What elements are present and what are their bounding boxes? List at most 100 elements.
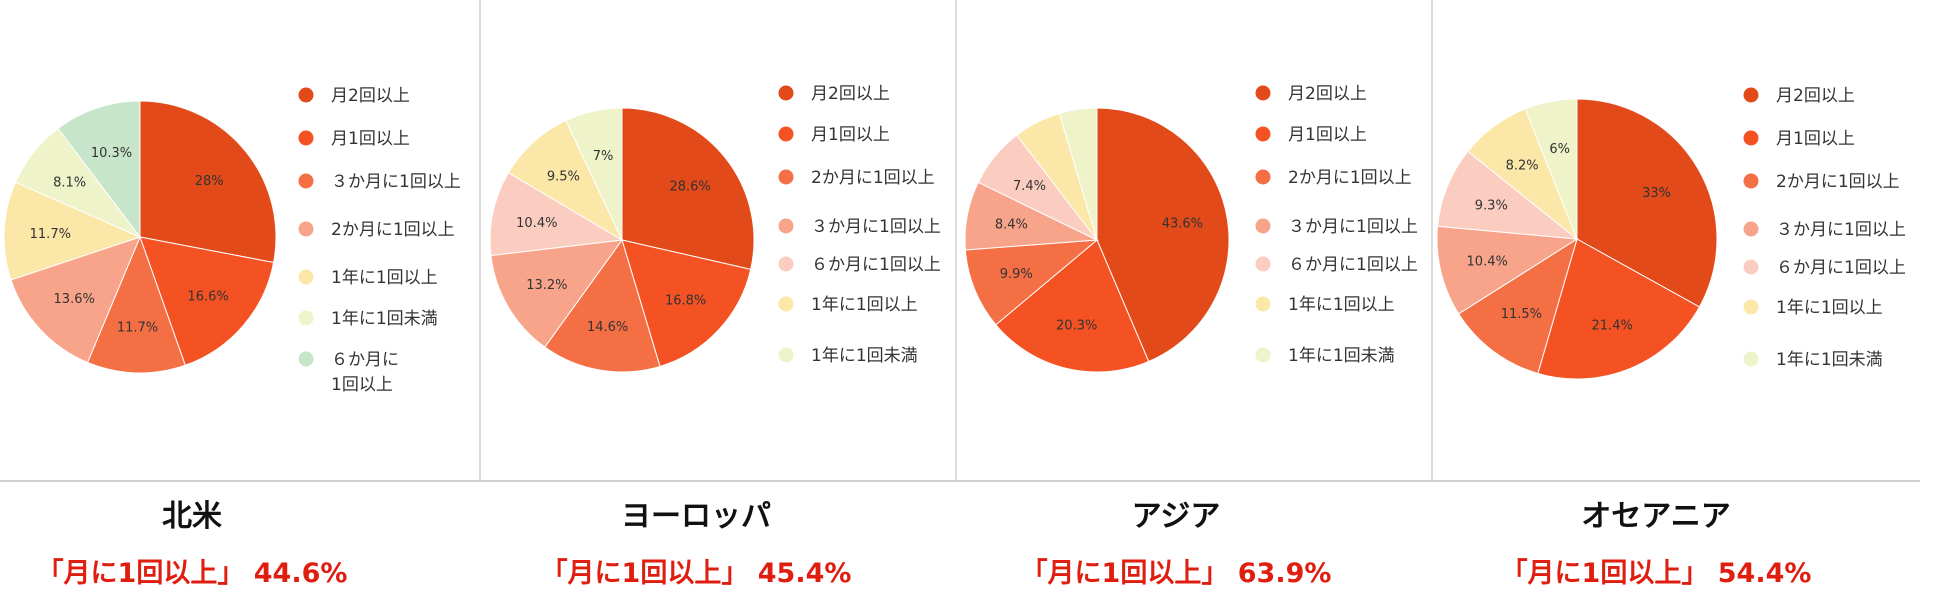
- caption-north-america: 北米 「月に1回以上」 44.6%: [0, 495, 432, 591]
- legend-marker: [298, 173, 314, 189]
- legend-marker: [1743, 299, 1759, 315]
- legend-marker: [778, 169, 794, 185]
- legend-label: 1年に1回未満: [331, 309, 438, 329]
- region-summary: 「月に1回以上」 44.6%: [36, 558, 348, 589]
- legend-marker: [778, 296, 794, 312]
- pie-slice: [995, 239, 1150, 373]
- slice-data-label: 10.3%: [91, 146, 132, 161]
- slice-data-label: 14.6%: [587, 320, 628, 335]
- legend-marker: [298, 130, 314, 146]
- pie-slice: [565, 107, 623, 241]
- pie-oceania: 33% 21.4% 11.5% 10.4% 9.3% 8.2% 6%: [1436, 98, 1718, 380]
- legend-marker: [298, 269, 314, 285]
- pie-slice: [1457, 237, 1578, 375]
- legend-label: ６か月に1回以上: [1776, 258, 1906, 278]
- slice-data-label: 20.3%: [1056, 319, 1097, 334]
- legend-label: 月2回以上: [331, 86, 410, 106]
- legend-label: 月2回以上: [811, 84, 890, 104]
- pie-slice: [1524, 98, 1578, 240]
- legend-marker: [1255, 218, 1271, 234]
- legend-label: 2か月に1回以上: [811, 168, 935, 188]
- region-title: 北米: [162, 499, 222, 534]
- region-title: オセアニア: [1581, 499, 1731, 534]
- pie-slice: [1537, 238, 1701, 380]
- legend-marker: [778, 126, 794, 142]
- region-summary: 「月に1回以上」 45.4%: [540, 558, 852, 589]
- slice-data-label: 7.4%: [1013, 179, 1046, 194]
- region-summary: 「月に1回以上」 54.4%: [1500, 558, 1812, 589]
- slice-data-label: 6%: [1549, 142, 1570, 157]
- pie-slice: [1058, 107, 1098, 241]
- legend-marker: [1255, 85, 1271, 101]
- slice-data-label: 28%: [195, 174, 224, 189]
- pie-slice: [489, 172, 624, 257]
- region-summary: 「月に1回以上」 63.9%: [1020, 558, 1332, 589]
- legend-label: ６か月に1回以上: [811, 255, 941, 275]
- legend-label: 1年に1回未満: [811, 346, 918, 366]
- slice-data-label: 11.7%: [117, 321, 158, 336]
- pie-slice: [1437, 150, 1579, 240]
- pie-slice: [1096, 107, 1230, 363]
- legend-label: ３か月に1回以上: [331, 172, 461, 192]
- slice-data-label: 21.4%: [1592, 318, 1633, 333]
- slice-data-label: 9.5%: [547, 170, 580, 185]
- slice-data-label: 13.2%: [526, 278, 567, 293]
- pie-slice: [544, 238, 661, 373]
- slice-data-label: 43.6%: [1162, 217, 1203, 232]
- legend-marker: [298, 221, 314, 237]
- legend-marker: [1255, 347, 1271, 363]
- legend-label: 月2回以上: [1288, 84, 1367, 104]
- pie-slice: [1576, 98, 1718, 308]
- pie-slice: [490, 239, 624, 348]
- legend-label: 2か月に1回以上: [1776, 172, 1900, 192]
- slice-data-label: 33%: [1642, 186, 1671, 201]
- legend-label: 2か月に1回以上: [331, 220, 455, 240]
- legend-label: 1年に1回未満: [1288, 346, 1395, 366]
- pie-slice: [621, 107, 755, 270]
- pie-slice: [3, 181, 142, 281]
- legend-label: ３か月に1回以上: [1776, 220, 1906, 240]
- slice-data-label: 9.3%: [1475, 198, 1508, 213]
- legend-marker: [1255, 296, 1271, 312]
- pie-slice: [57, 100, 141, 239]
- legend-label: 月1回以上: [331, 129, 410, 149]
- legend-label: 月1回以上: [1288, 125, 1367, 145]
- slice-data-label: 16.6%: [187, 290, 228, 305]
- legend-marker: [1743, 130, 1759, 146]
- legend-marker: [298, 351, 314, 367]
- legend-marker: [1743, 173, 1759, 189]
- legend-marker: [1255, 169, 1271, 185]
- legend-label: 1年に1回以上: [1776, 298, 1883, 318]
- legend-label: 月1回以上: [811, 125, 890, 145]
- slice-data-label: 28.6%: [669, 180, 710, 195]
- legend-label: 月1回以上: [1776, 129, 1855, 149]
- pie-slice: [507, 119, 624, 242]
- legend-label: 2か月に1回以上: [1288, 168, 1412, 188]
- slice-data-label: 8.2%: [1506, 159, 1539, 174]
- legend-marker: [778, 85, 794, 101]
- pie-slice: [964, 239, 1099, 326]
- caption-asia: アジア 「月に1回以上」 63.9%: [936, 495, 1416, 591]
- slice-data-label: 8.1%: [53, 175, 86, 190]
- slice-data-label: 10.4%: [1467, 255, 1508, 270]
- pie-asia: 43.6% 20.3% 9.9% 8.4% 7.4%: [964, 107, 1230, 373]
- legend-marker: [1743, 259, 1759, 275]
- pie-slice: [139, 100, 277, 264]
- legend-label: 1年に1回以上: [811, 295, 918, 315]
- region-title: アジア: [1131, 499, 1221, 534]
- slice-data-label: 7%: [593, 149, 614, 164]
- legend-marker: [778, 218, 794, 234]
- slice-data-label: 13.6%: [54, 292, 95, 307]
- legend-marker: [1743, 351, 1759, 367]
- pie-north-america: 28% 16.6% 11.7% 13.6% 11.7% 8.1% 10.3%: [3, 100, 277, 374]
- pie-slice: [139, 236, 275, 366]
- caption-europe: ヨーロッパ 「月に1回以上」 45.4%: [456, 495, 936, 591]
- slice-data-label: 8.4%: [995, 218, 1028, 233]
- pie-slice: [10, 236, 141, 364]
- legend-marker: [298, 87, 314, 103]
